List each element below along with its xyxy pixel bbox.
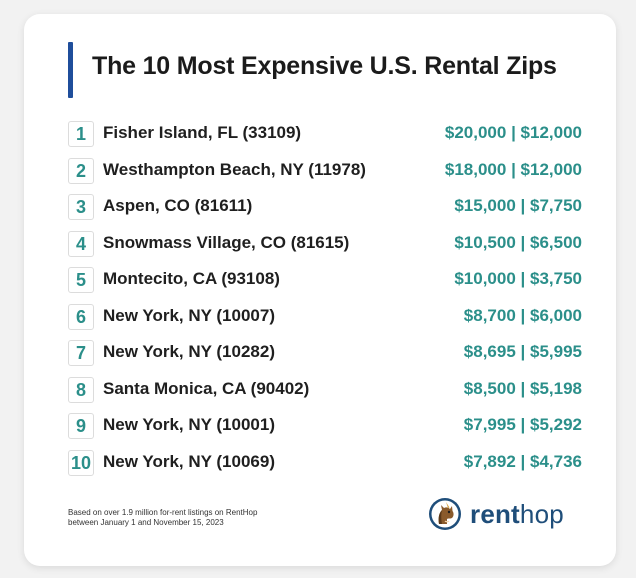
price-label: $10,000 | $3,750 <box>454 269 582 288</box>
horse-logo-icon <box>429 498 461 530</box>
rank-badge: 5 <box>68 267 94 293</box>
rank-badge: 9 <box>68 413 94 439</box>
list-item: 3 Aspen, CO (81611) $15,000 | $7,750 <box>68 191 582 228</box>
page-title: The 10 Most Expensive U.S. Rental Zips <box>92 52 557 80</box>
rank-badge: 7 <box>68 340 94 366</box>
rank-badge: 2 <box>68 157 94 184</box>
source-footnote: Based on over 1.9 million for-rent listi… <box>68 508 328 528</box>
place-label: New York, NY (10001) <box>103 415 275 434</box>
price-label: $10,500 | $6,500 <box>454 232 582 252</box>
price-label: $18,000 | $12,000 <box>444 159 582 179</box>
price-label: $8,500 | $5,198 <box>463 378 582 398</box>
list-item: 9 New York, NY (10001) $7,995 | $5,292 <box>68 410 582 447</box>
place-label: Snowmass Village, CO (81615) <box>103 232 350 252</box>
price-label: $7,995 | $5,292 <box>463 415 582 434</box>
brand-wordmark: renthop <box>470 499 564 530</box>
brand-name-light: hop <box>519 498 564 529</box>
ranking-list: 1 Fisher Island, FL (33109) $20,000 | $1… <box>68 118 582 483</box>
price-label: $15,000 | $7,750 <box>454 196 582 215</box>
place-label: New York, NY (10069) <box>103 451 275 471</box>
place-label: Santa Monica, CA (90402) <box>103 378 310 398</box>
place-label: Aspen, CO (81611) <box>103 196 253 215</box>
footnote-line: between January 1 and November 15, 2023 <box>68 518 224 527</box>
place-label: New York, NY (10282) <box>103 342 275 361</box>
place-label: Westhampton Beach, NY (11978) <box>103 159 366 179</box>
list-item: 6 New York, NY (10007) $8,700 | $6,000 <box>68 301 582 338</box>
price-label: $7,892 | $4,736 <box>463 451 582 471</box>
rank-badge: 6 <box>68 303 94 330</box>
place-label: New York, NY (10007) <box>103 305 275 325</box>
list-item: 4 Snowmass Village, CO (81615) $10,500 |… <box>68 228 582 265</box>
renthop-brand: renthop <box>428 496 564 532</box>
rank-badge: 1 <box>68 121 94 147</box>
list-item: 1 Fisher Island, FL (33109) $20,000 | $1… <box>68 118 582 155</box>
place-label: Fisher Island, FL (33109) <box>103 123 302 142</box>
list-item: 7 New York, NY (10282) $8,695 | $5,995 <box>68 337 582 374</box>
infographic-card: The 10 Most Expensive U.S. Rental Zips 1… <box>24 14 616 566</box>
price-label: $20,000 | $12,000 <box>444 123 582 142</box>
rank-badge: 10 <box>68 449 94 476</box>
brand-name-bold: rent <box>470 498 520 529</box>
list-item: 5 Montecito, CA (93108) $10,000 | $3,750 <box>68 264 582 301</box>
place-label: Montecito, CA (93108) <box>103 269 280 288</box>
rank-badge: 3 <box>68 194 94 220</box>
rank-badge: 8 <box>68 376 94 403</box>
footnote-line: Based on over 1.9 million for-rent listi… <box>68 508 258 517</box>
title-accent-bar <box>68 42 73 98</box>
list-item: 10 New York, NY (10069) $7,892 | $4,736 <box>68 447 582 484</box>
list-item: 8 Santa Monica, CA (90402) $8,500 | $5,1… <box>68 374 582 411</box>
rank-badge: 4 <box>68 230 94 257</box>
price-label: $8,695 | $5,995 <box>463 342 582 361</box>
list-item: 2 Westhampton Beach, NY (11978) $18,000 … <box>68 155 582 192</box>
price-label: $8,700 | $6,000 <box>463 305 582 325</box>
